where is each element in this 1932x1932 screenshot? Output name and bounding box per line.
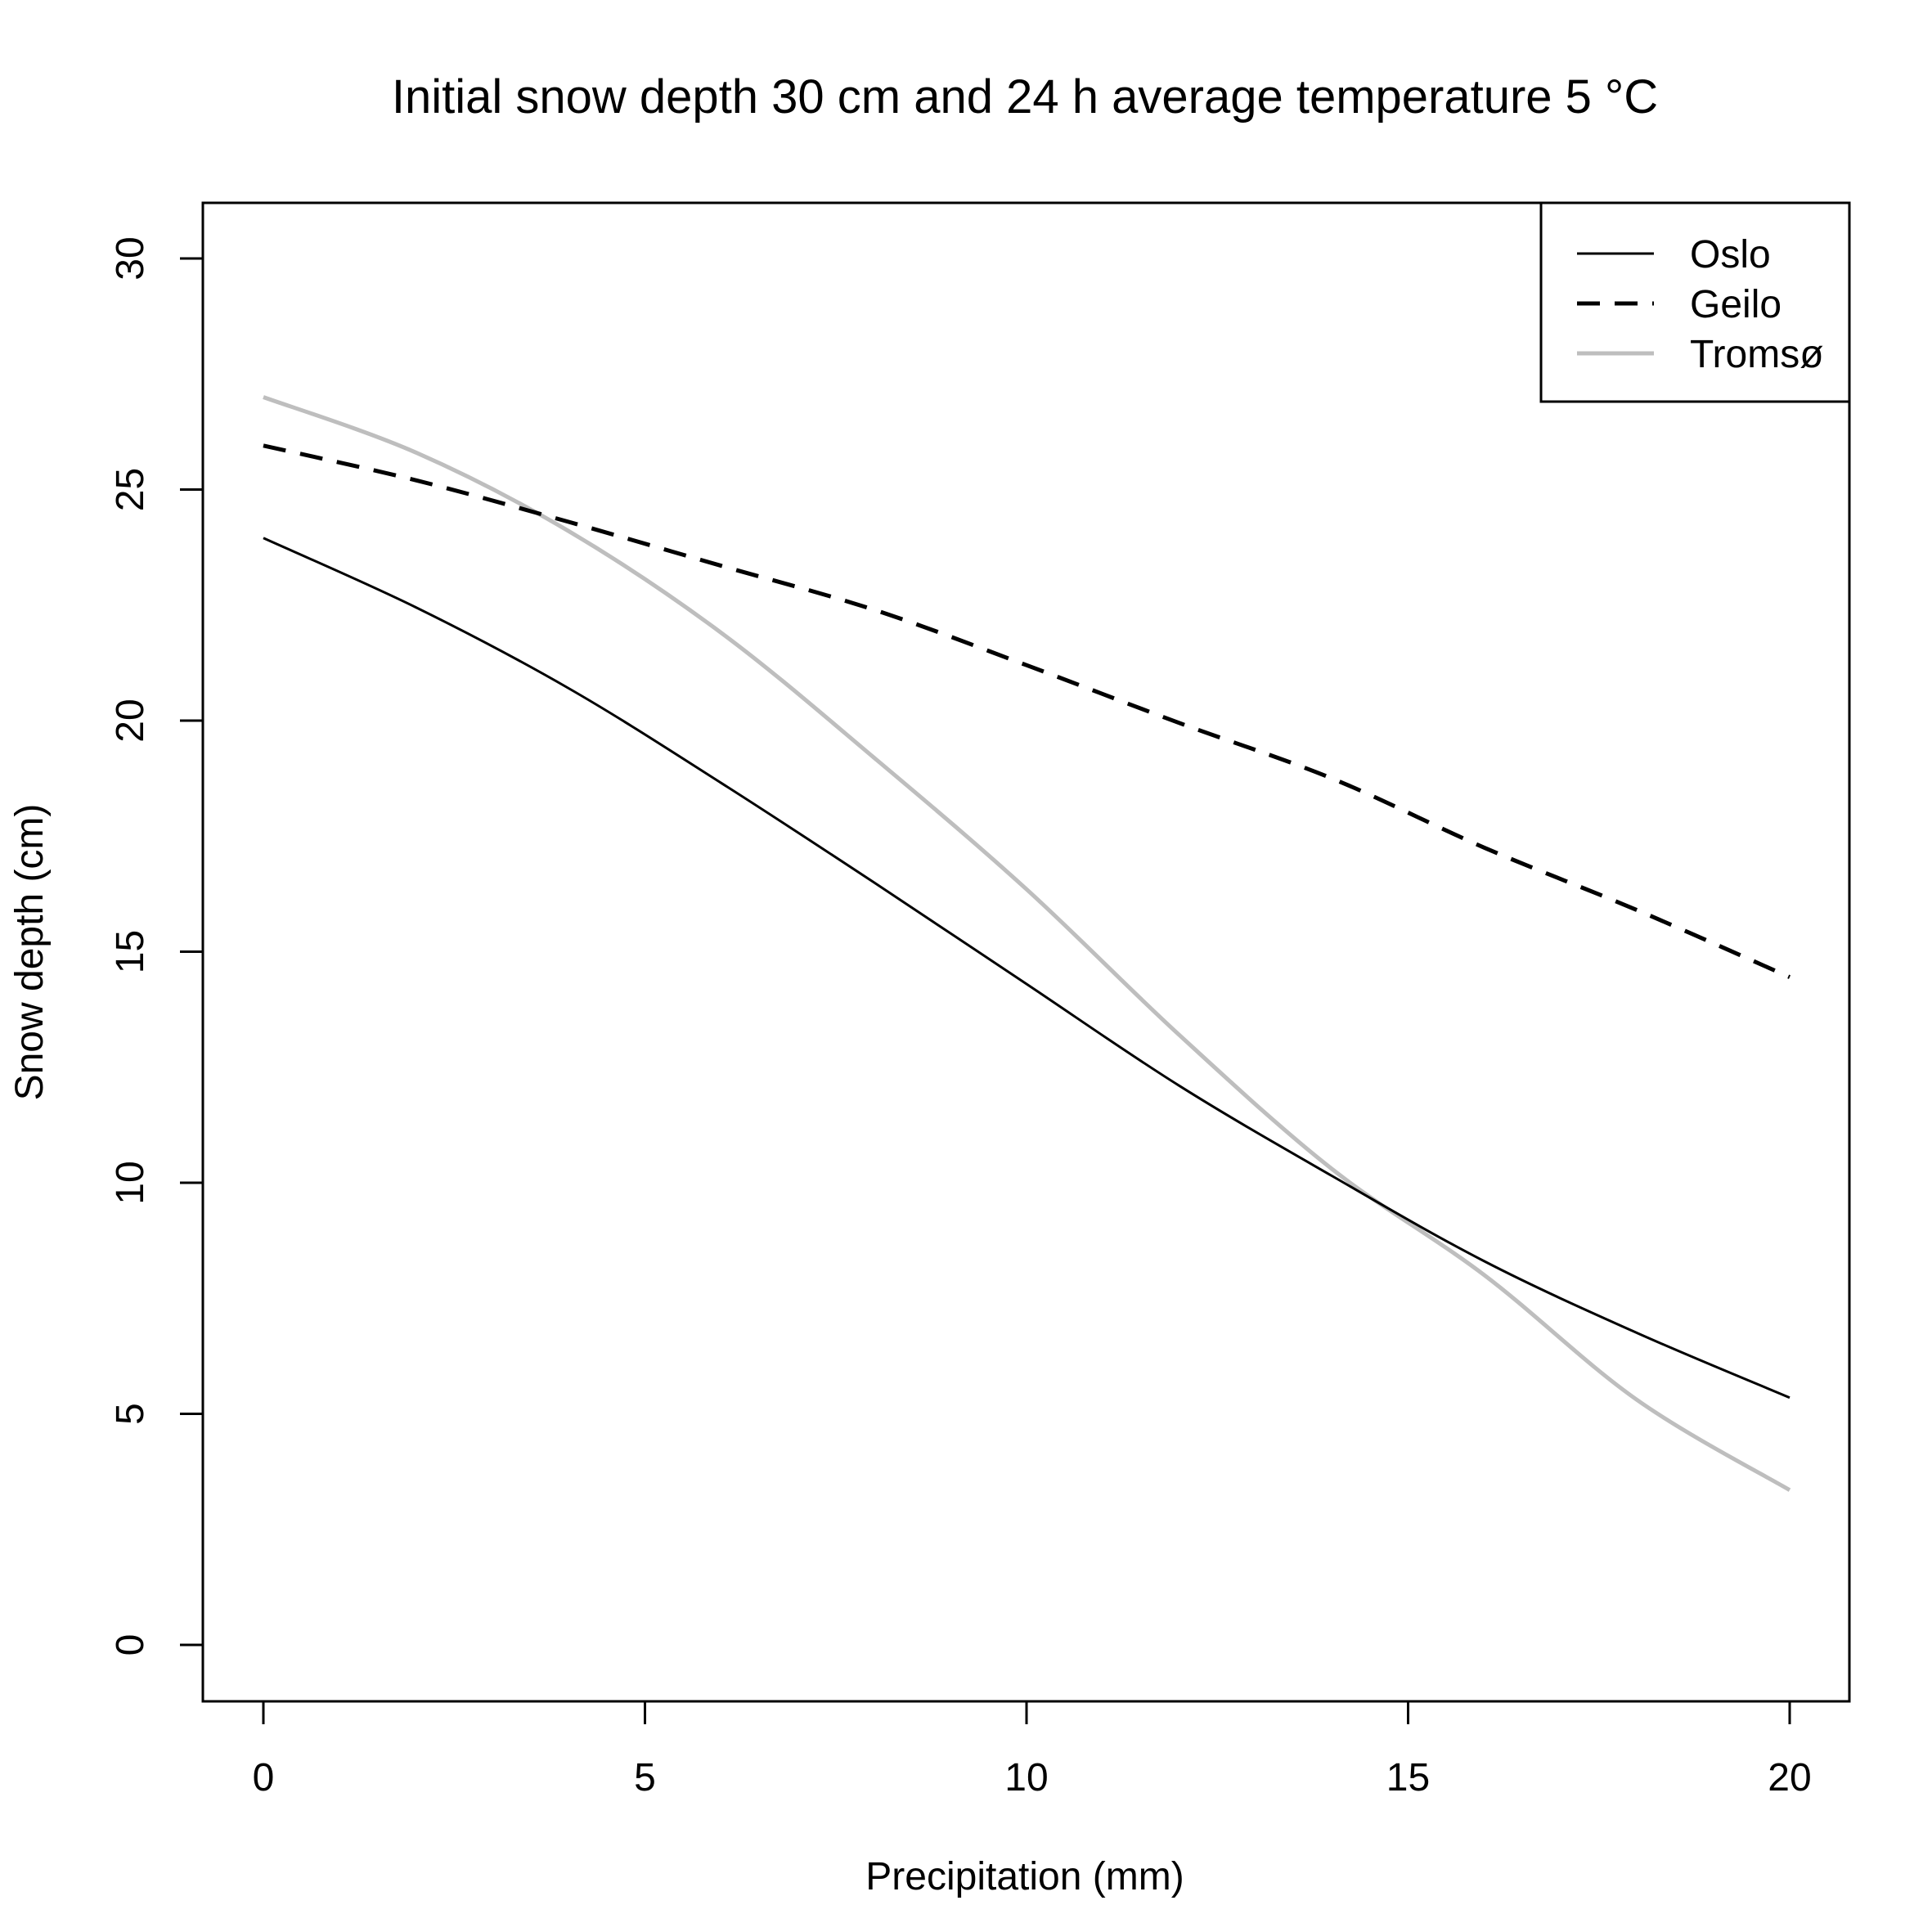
x-tick-label: 20 bbox=[1768, 1756, 1811, 1799]
y-tick-label: 10 bbox=[109, 1161, 152, 1204]
x-tick-label: 15 bbox=[1386, 1756, 1430, 1799]
series-line-oslo bbox=[263, 537, 1790, 1400]
series-layer bbox=[263, 395, 1791, 1492]
chart-title: Initial snow depth 30 cm and 24 h averag… bbox=[392, 70, 1658, 124]
y-tick-label: 30 bbox=[109, 236, 152, 280]
x-tick-label: 5 bbox=[634, 1756, 656, 1799]
x-axis-label: Precipitation (mm) bbox=[865, 1855, 1184, 1898]
y-tick-label: 25 bbox=[109, 468, 152, 511]
y-tick-label: 0 bbox=[109, 1634, 152, 1656]
legend: Oslo Geilo Tromsø bbox=[1539, 201, 1851, 403]
legend-label: Tromsø bbox=[1690, 333, 1824, 376]
x-axis: 0 5 10 15 20 bbox=[253, 1700, 1812, 1799]
series-line-geilo bbox=[263, 443, 1791, 979]
legend-label: Geilo bbox=[1690, 283, 1781, 326]
x-tick-label: 0 bbox=[253, 1756, 275, 1799]
y-axis-label: Snow depth (cm) bbox=[8, 804, 52, 1101]
y-tick-label: 15 bbox=[109, 930, 152, 973]
y-tick-label: 5 bbox=[109, 1403, 152, 1425]
y-tick-label: 20 bbox=[109, 699, 152, 742]
legend-label: Oslo bbox=[1690, 233, 1771, 276]
x-tick-label: 10 bbox=[1004, 1756, 1048, 1799]
y-axis: 0 5 10 15 20 25 30 bbox=[109, 236, 204, 1656]
